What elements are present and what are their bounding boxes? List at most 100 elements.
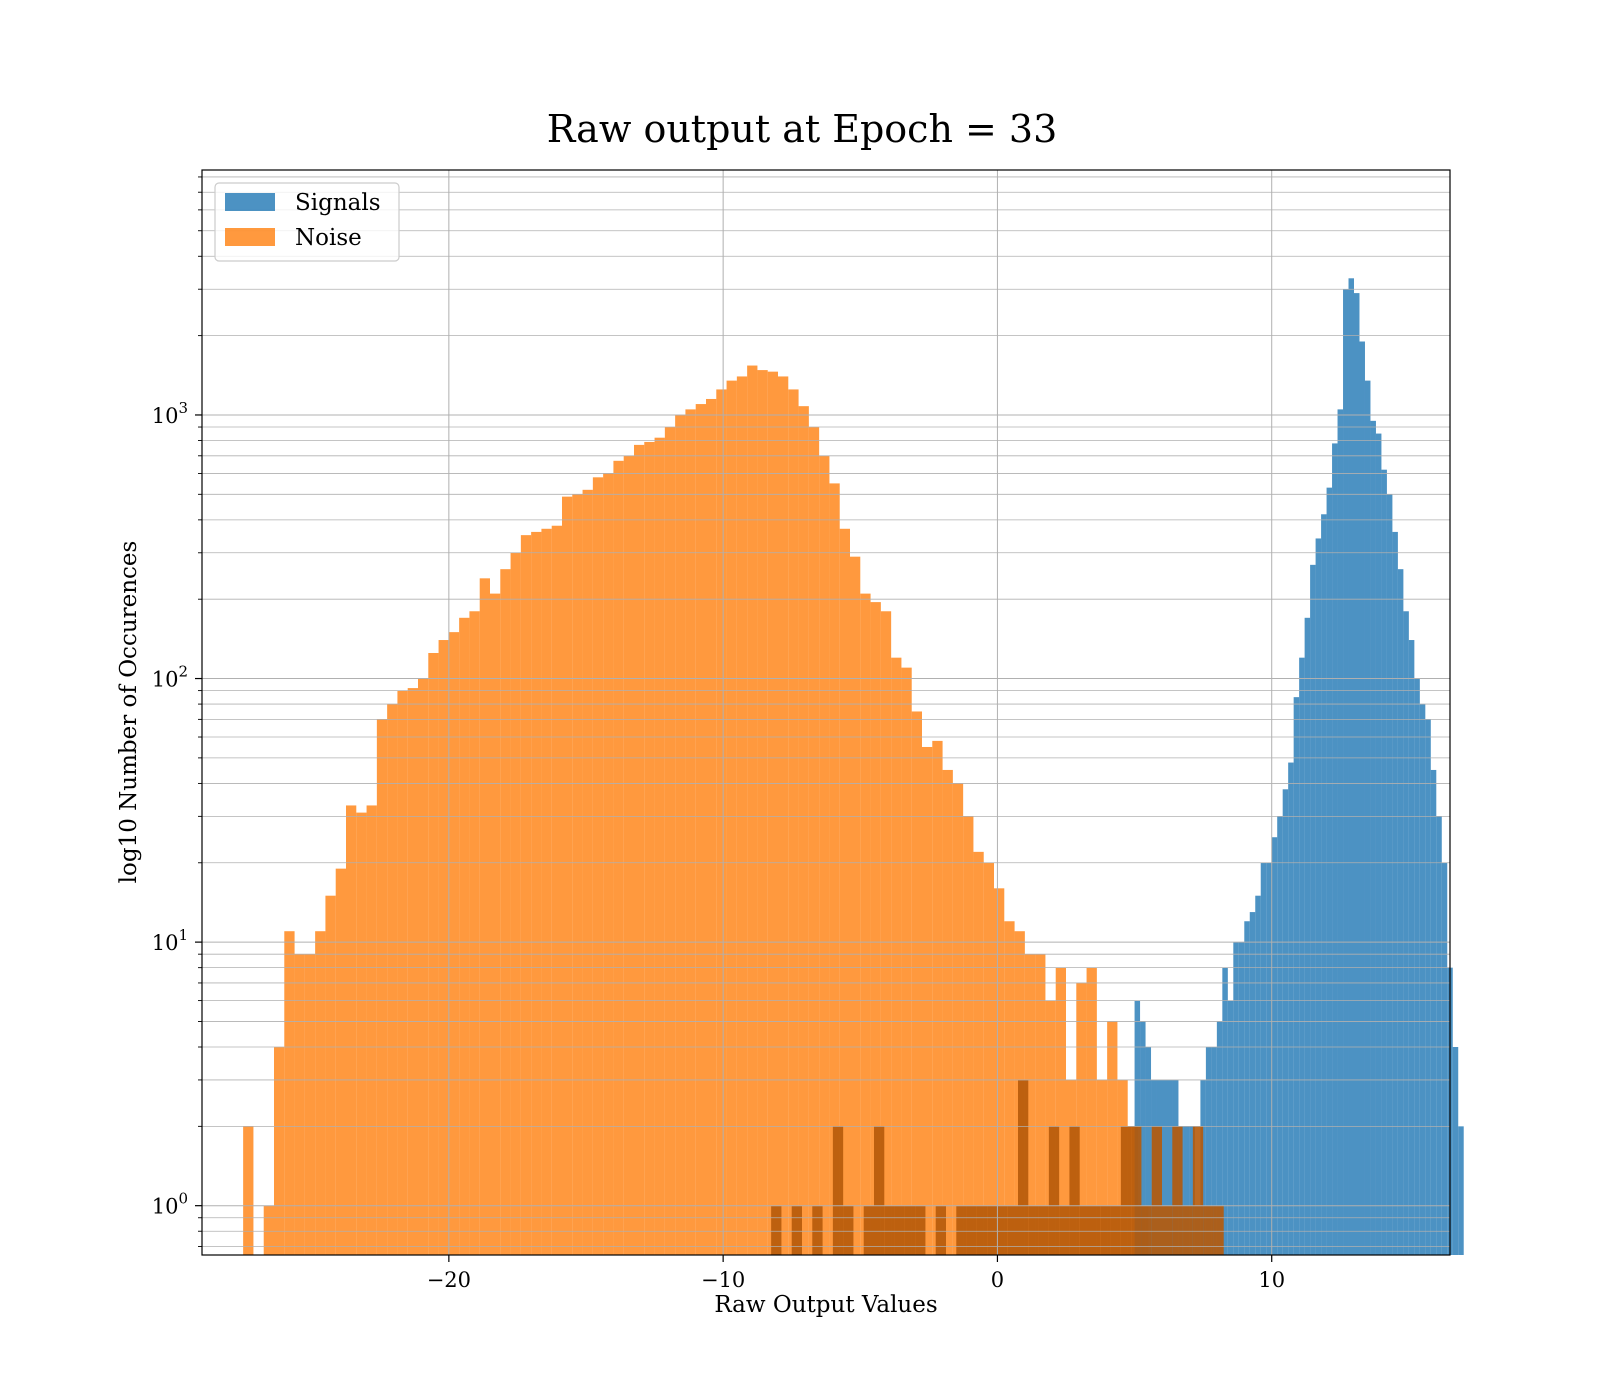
legend-label-signals: Signals [295,190,381,216]
noise-bar [438,640,449,1255]
noise-bars [243,365,1149,1256]
overlap-bar [1018,1079,1029,1255]
overlap-bars [771,1079,1224,1255]
noise-bar [623,455,634,1255]
signal-bar [1430,769,1437,1255]
noise-bar [315,931,326,1255]
legend-label-noise: Noise [295,225,362,251]
signal-bar [1233,942,1239,1255]
noise-bar [983,862,994,1255]
y-axis-ticks: 100 101 102 103 [152,176,202,1247]
noise-bar [551,525,562,1255]
signal-bar [1370,420,1376,1256]
overlap-bar [976,1205,988,1255]
signal-bar [1189,1126,1195,1255]
overlap-bar [915,1205,926,1255]
x-tick-label: −20 [427,1268,471,1292]
signal-bar [1222,967,1228,1255]
x-axis-ticks: −20 −10 0 10 [427,1255,1285,1292]
overlap-bar [1192,1126,1204,1255]
noise-bar [263,1205,274,1255]
noise-bar [695,404,706,1255]
signal-bar [1288,762,1294,1255]
noise-bar [366,805,377,1255]
signal-bar [1458,1126,1464,1255]
y-axis-label: log10 Number of Occurences [116,541,142,884]
y-tick-label: 101 [152,926,188,955]
noise-bar [500,569,511,1255]
signal-bar [1359,341,1365,1255]
x-tick-label: 10 [1258,1268,1285,1292]
signal-bar [1386,494,1393,1255]
overlap-bar [1213,1205,1224,1255]
noise-bar [726,380,737,1255]
overlap-bar [771,1205,782,1255]
noise-bar [376,719,388,1255]
noise-bar [829,483,840,1255]
x-tick-label: −10 [701,1268,745,1292]
signal-bar [1244,921,1250,1255]
overlap-bar [1090,1205,1101,1255]
noise-bar [459,617,470,1255]
grid-lines [202,170,1450,1255]
overlap-bar [832,1126,844,1255]
noise-bar [448,632,460,1255]
signal-bar [1381,469,1387,1255]
overlap-bar [1110,1205,1121,1255]
overlap-bar [1172,1126,1183,1255]
signal-bar [1332,443,1338,1255]
signal-bar [1315,538,1322,1255]
signal-bar [1441,862,1448,1255]
noise-bar [603,473,614,1255]
noise-bar [397,690,408,1255]
overlap-bar [1131,1126,1142,1255]
noise-bar [808,427,820,1255]
overlap-bar [1151,1126,1162,1255]
overlap-bar [1038,1205,1049,1255]
signal-bar [1167,1079,1173,1255]
noise-bar [592,477,604,1255]
noise-bar [963,816,974,1255]
noise-bar [325,895,336,1255]
overlap-bar [1203,1205,1214,1255]
noise-bar [870,602,881,1255]
overlap-bar [904,1205,916,1255]
noise-bar [304,954,316,1255]
overlap-bar [1162,1205,1173,1255]
noise-bar [1035,954,1046,1255]
signal-bar [1277,816,1283,1255]
overlap-bar [1048,1126,1060,1255]
noise-bar [490,593,501,1255]
signal-bar [1255,895,1261,1255]
noise-bar [1004,921,1015,1255]
signal-bar [1436,816,1442,1255]
signal-bar [1271,837,1278,1255]
signal-bar [1162,1079,1168,1255]
signal-bar [1216,1021,1223,1255]
signal-bar [1343,289,1349,1256]
overlap-bar [966,1205,977,1255]
overlap-bar [935,1205,946,1255]
signal-bar [1183,1126,1190,1255]
noise-bar [407,688,418,1255]
signal-bar [1408,640,1415,1255]
overlap-bar [1141,1205,1152,1255]
overlap-bar [956,1205,967,1255]
signal-bar [1211,1047,1217,1255]
signal-bar [1282,789,1289,1255]
noise-bar [747,365,758,1255]
noise-bar [274,1047,285,1255]
noise-bar [1024,954,1036,1255]
signal-bar [1375,433,1382,1255]
noise-bar [1086,967,1097,1255]
overlap-bar [874,1126,885,1255]
noise-bar [418,678,429,1255]
noise-bar [675,414,686,1256]
noise-bar [613,460,624,1255]
noise-bar [973,851,984,1255]
noise-bar [880,611,892,1255]
noise-bar [1096,1079,1108,1255]
signal-bar [1145,1047,1152,1255]
chart-title: Raw output at Epoch = 33 [547,107,1058,151]
